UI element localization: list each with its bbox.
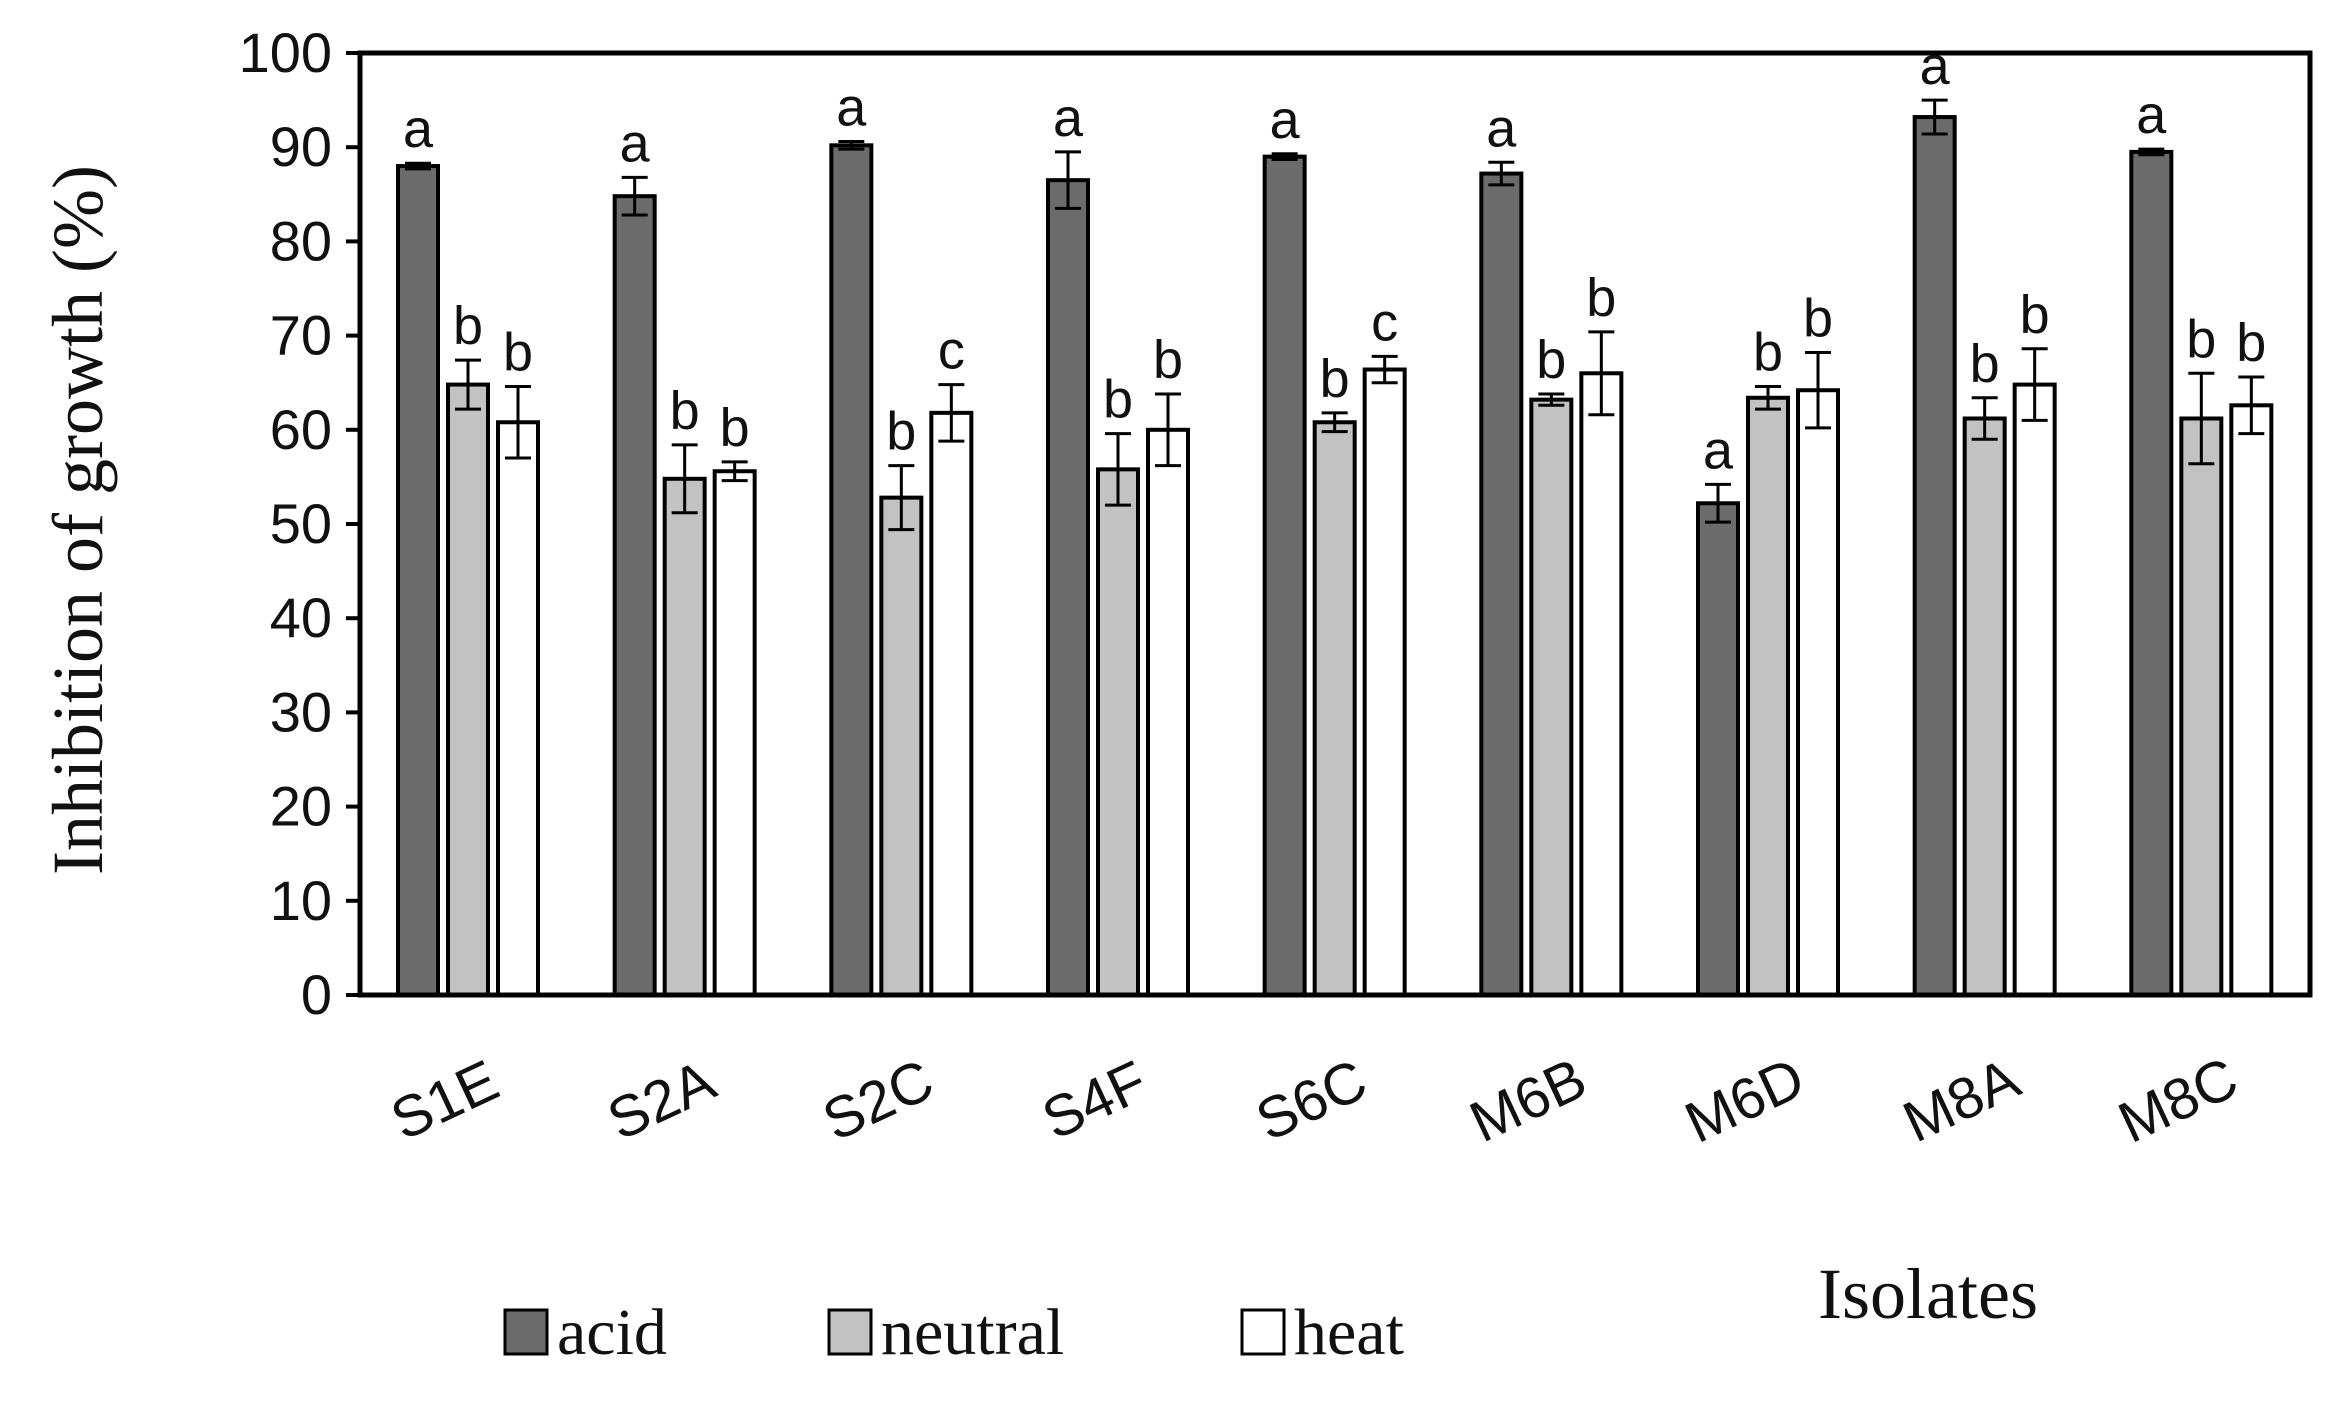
bars: [396, 98, 2274, 998]
significance-letter-heat-S4F: b: [1153, 330, 1183, 390]
x-axis-title: Isolates: [1818, 1254, 2038, 1334]
bar-neutral-M6B: [1529, 397, 1574, 997]
bar-acid-S1E: [396, 164, 440, 998]
x-tick-label-M6B: M6B: [1460, 1046, 1596, 1155]
significance-letter-acid-S1E: a: [403, 99, 434, 159]
bar-acid-M8A: [1912, 115, 1957, 997]
bar-acid-S4F: [1046, 178, 1090, 998]
bar-neutral-M6D: [1746, 395, 1790, 998]
legend-swatch-heat: [1240, 1308, 1286, 1356]
legend-swatch-acid: [503, 1308, 549, 1356]
y-tick-label: 40: [270, 586, 332, 649]
bar-heat-S2A: [712, 469, 757, 997]
significance-letter-heat-S2A: b: [720, 398, 750, 458]
significance-letter-neutral-S2A: b: [670, 381, 700, 441]
bar-acid-S6C: [1262, 154, 1307, 997]
y-tick-label: 20: [270, 775, 332, 838]
bar-heat-M6D: [1796, 388, 1840, 997]
y-tick-label: 50: [270, 492, 332, 555]
x-tick-label-M6D: M6D: [1676, 1045, 1814, 1156]
bar-heat-M6B: [1579, 371, 1624, 997]
significance-letter-heat-S6C: c: [1371, 292, 1398, 352]
legend-swatch-neutral: [827, 1308, 873, 1356]
bar-neutral-S4F: [1096, 467, 1140, 997]
bar-heat-S6C: [1362, 367, 1407, 997]
legend-label-heat: heat: [1294, 1296, 1404, 1369]
x-tick-label-M8C: M8C: [2109, 1045, 2247, 1156]
bar-acid-S2A: [612, 194, 657, 997]
significance-letter-acid-M8A: a: [1920, 36, 1951, 96]
significance-letter-heat-S1E: b: [503, 322, 533, 382]
bar-acid-M6B: [1479, 171, 1524, 998]
significance-letter-heat-M8A: b: [2020, 285, 2050, 345]
y-tick-label: 100: [239, 21, 332, 84]
bar-neutral-S2C: [879, 495, 924, 997]
significance-letter-acid-M8C: a: [2136, 85, 2167, 145]
significance-letter-neutral-M6B: b: [1536, 330, 1566, 390]
bar-heat-S1E: [496, 420, 540, 998]
y-tick-label: 60: [270, 398, 332, 461]
significance-letter-neutral-S4F: b: [1103, 370, 1133, 430]
significance-letter-heat-S2C: c: [938, 321, 965, 381]
y-tick-label: 80: [270, 209, 332, 272]
significance-letter-acid-S6C: a: [1270, 90, 1301, 150]
bar-heat-M8A: [2012, 382, 2057, 998]
significance-letter-heat-M6B: b: [1586, 268, 1616, 328]
significance-letter-neutral-S6C: b: [1320, 349, 1350, 409]
significance-letter-acid-M6B: a: [1486, 98, 1517, 158]
bar-neutral-S1E: [446, 382, 490, 998]
significance-letter-neutral-S2C: b: [886, 402, 916, 462]
legend-label-acid: acid: [557, 1296, 667, 1369]
x-tick-label-S6C: S6C: [1247, 1047, 1377, 1154]
y-axis-title: Inhibition of growth (%): [38, 165, 118, 875]
significance-letter-neutral-M8A: b: [1970, 334, 2000, 394]
bar-neutral-S2A: [662, 476, 707, 997]
bar-neutral-M8C: [2179, 416, 2224, 998]
y-tick-label: 30: [270, 680, 332, 743]
x-tick-label-S4F: S4F: [1033, 1048, 1157, 1152]
bar-heat-M8C: [2229, 403, 2274, 998]
plot-area-frame: [357, 50, 2313, 998]
y-tick-label: 10: [270, 869, 332, 932]
significance-letter-neutral-M6D: b: [1753, 322, 1783, 382]
bar-acid-M6D: [1696, 501, 1740, 997]
x-tick-label-S2C: S2C: [813, 1047, 943, 1154]
bar-neutral-S6C: [1312, 420, 1357, 998]
bar-heat-S4F: [1146, 427, 1190, 997]
significance-letter-heat-M6D: b: [1803, 289, 1833, 349]
bar-acid-S2C: [829, 143, 874, 998]
bar-neutral-M8A: [1962, 416, 2007, 998]
x-tick-label-S2A: S2A: [598, 1048, 725, 1153]
x-tick-label-S1E: S1E: [381, 1048, 508, 1153]
significance-letter-neutral-M8C: b: [2186, 309, 2216, 369]
significance-letter-neutral-S1E: b: [453, 296, 483, 356]
significance-letter-acid-S4F: a: [1053, 88, 1084, 148]
x-tick-label-M8A: M8A: [1894, 1046, 2030, 1155]
y-tick-label: 0: [301, 963, 332, 1026]
legend-label-neutral: neutral: [881, 1296, 1064, 1369]
significance-letter-acid-S2C: a: [836, 78, 867, 138]
significance-letter-heat-M8C: b: [2236, 313, 2266, 373]
y-tick-label: 70: [270, 304, 332, 367]
bar-acid-M8C: [2129, 149, 2174, 998]
y-tick-label: 90: [270, 115, 332, 178]
bar-heat-S2C: [929, 410, 974, 997]
legend: acid neutral heat: [503, 1296, 1404, 1369]
significance-letter-acid-M6D: a: [1703, 420, 1734, 480]
significance-letter-acid-S2A: a: [620, 113, 651, 173]
